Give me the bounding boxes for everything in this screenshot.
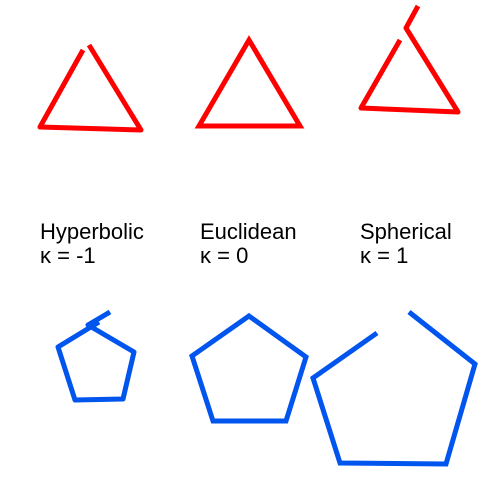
hyperbolic-curvature: κ = -1 bbox=[40, 243, 96, 268]
hyperbolic-name: Hyperbolic bbox=[40, 219, 144, 244]
euclidean-label: Euclidean κ = 0 bbox=[200, 220, 297, 268]
hyperbolic-triangle bbox=[37, 43, 144, 133]
hyperbolic-pentagon bbox=[55, 309, 137, 403]
spherical-triangle bbox=[358, 4, 461, 115]
euclidean-curvature: κ = 0 bbox=[200, 243, 249, 268]
euclidean-triangle bbox=[194, 35, 305, 129]
spherical-curvature: κ = 1 bbox=[360, 243, 409, 268]
spherical-name: Spherical bbox=[360, 219, 452, 244]
euclidean-name: Euclidean bbox=[200, 219, 297, 244]
euclidean-pentagon bbox=[189, 312, 309, 424]
spherical-label: Spherical κ = 1 bbox=[360, 220, 452, 268]
spherical-pentagon bbox=[310, 310, 478, 467]
hyperbolic-label: Hyperbolic κ = -1 bbox=[40, 220, 144, 268]
